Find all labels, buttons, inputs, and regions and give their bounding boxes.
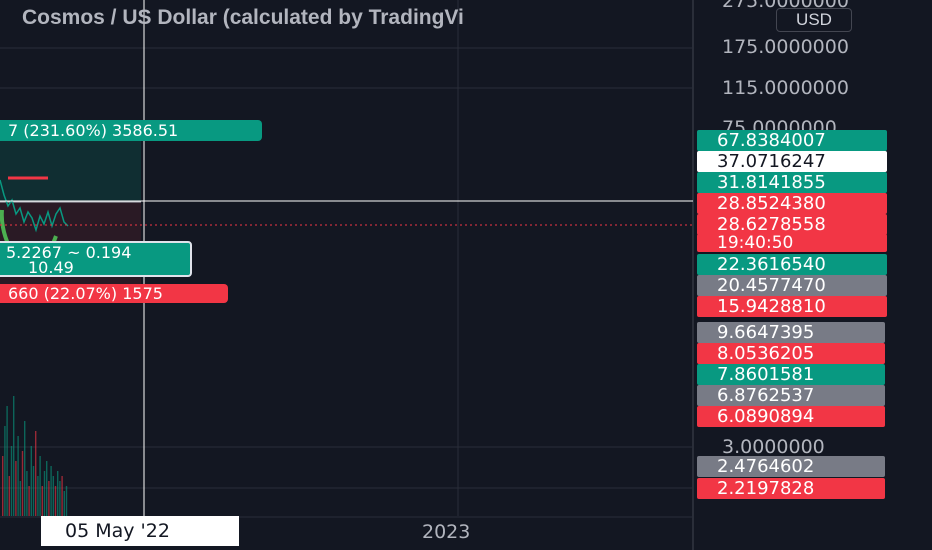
price-tag[interactable]: 8.0536205 bbox=[697, 343, 885, 364]
volume-bars bbox=[2, 396, 68, 516]
volume-bar bbox=[32, 466, 35, 516]
price-tag[interactable]: 31.8141855 bbox=[697, 172, 887, 193]
volume-bar bbox=[30, 446, 32, 516]
volume-bar bbox=[28, 486, 30, 516]
volume-bar bbox=[43, 471, 46, 516]
volume-bar bbox=[52, 476, 54, 516]
price-tag[interactable]: 9.6647395 bbox=[697, 322, 885, 343]
x-tick-label: 2023 bbox=[422, 521, 471, 543]
volume-bar bbox=[17, 436, 19, 516]
price-tag[interactable]: 6.0890894 bbox=[697, 406, 885, 427]
volume-bar bbox=[19, 481, 21, 516]
currency-button[interactable]: USD bbox=[776, 8, 852, 32]
price-tag[interactable]: 37.0716247 bbox=[697, 151, 887, 172]
volume-bar bbox=[50, 466, 52, 516]
volume-bar bbox=[41, 486, 43, 516]
price-tag[interactable]: 7.8601581 bbox=[697, 364, 885, 385]
volume-bar bbox=[39, 456, 41, 516]
price-tag[interactable]: 2.4764602 bbox=[697, 456, 885, 477]
position-stop-label[interactable]: 660 (22.07%) 1575 bbox=[0, 284, 228, 303]
volume-bar bbox=[15, 461, 17, 516]
price-tag[interactable]: 28.8524380 bbox=[697, 193, 887, 214]
position-ratio-box[interactable]: 5.2267 ~ 0.194 10.49 bbox=[0, 241, 192, 277]
volume-bar bbox=[59, 481, 61, 516]
y-tick-label: 175.0000000 bbox=[722, 36, 849, 58]
volume-bar bbox=[46, 461, 48, 516]
volume-bar bbox=[37, 476, 39, 516]
volume-bar bbox=[8, 476, 10, 516]
chart-title: Cosmos / US Dollar (calculated by Tradin… bbox=[22, 6, 464, 29]
last-price-tag[interactable]: 28.6278558 bbox=[697, 214, 887, 235]
volume-bar bbox=[13, 396, 15, 516]
price-tag[interactable]: 2.2197828 bbox=[697, 478, 885, 499]
position-ratio-line1: 5.2267 ~ 0.194 bbox=[6, 243, 132, 262]
price-tag[interactable]: 22.3616540 bbox=[697, 254, 887, 275]
position-target-zone[interactable] bbox=[0, 139, 141, 202]
position-target-label[interactable]: 7 (231.60%) 3586.51 bbox=[0, 120, 262, 141]
volume-bar bbox=[2, 456, 4, 516]
volume-bar bbox=[4, 426, 6, 516]
position-ratio-line2: 10.49 bbox=[28, 258, 74, 277]
volume-bar bbox=[63, 491, 65, 516]
price-tag[interactable]: 67.8384007 bbox=[697, 130, 887, 151]
y-tick-label: 275.0000000 bbox=[722, 0, 849, 12]
volume-bar bbox=[35, 431, 37, 516]
volume-bar bbox=[21, 451, 24, 516]
volume-bar bbox=[65, 486, 68, 516]
volume-bar bbox=[54, 486, 57, 516]
volume-bar bbox=[26, 471, 28, 516]
y-tick-label: 115.0000000 bbox=[722, 77, 849, 99]
volume-bar bbox=[61, 476, 63, 516]
crosshair-date-label: 05 May '22 bbox=[41, 516, 239, 546]
grid bbox=[0, 0, 692, 516]
volume-bar bbox=[57, 471, 59, 516]
volume-bar bbox=[6, 406, 8, 516]
price-tag[interactable]: 20.4577470 bbox=[697, 275, 887, 296]
price-tag[interactable]: 15.9428810 bbox=[697, 296, 887, 317]
volume-bar bbox=[24, 421, 26, 516]
y-tick-label: 3.0000000 bbox=[722, 436, 825, 458]
price-tag[interactable]: 6.8762537 bbox=[697, 385, 885, 406]
bar-countdown: 19:40:50 bbox=[697, 234, 887, 252]
volume-bar bbox=[48, 481, 50, 516]
volume-bar bbox=[10, 446, 13, 516]
